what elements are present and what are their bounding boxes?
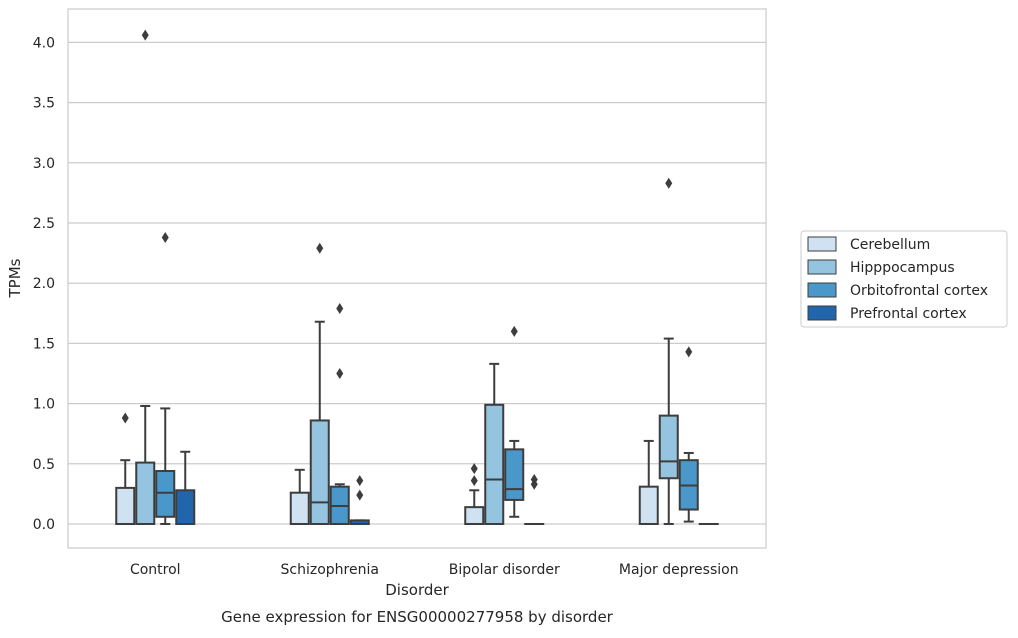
box-cerebellum	[116, 413, 134, 524]
y-tick-labels: 0.0 0.5 1.0 1.5 2.0 2.5 3.0 3.5 4.0	[33, 35, 55, 533]
legend-swatch-hipppocampus	[808, 260, 836, 274]
box-body	[465, 507, 483, 524]
box-prefrontal-cortex	[351, 475, 369, 524]
box-body	[660, 416, 678, 479]
y-tick-label: 1.0	[33, 397, 55, 413]
legend-label: Orbitofrontal cortex	[850, 283, 988, 299]
box-hipppocampus	[136, 30, 154, 524]
outlier-point	[336, 368, 343, 379]
box-cerebellum	[291, 470, 309, 524]
outlier-point	[665, 178, 672, 189]
box-body	[156, 471, 174, 517]
box-body	[116, 488, 134, 524]
box-cerebellum	[465, 463, 483, 524]
box-prefrontal-cortex	[525, 474, 543, 524]
chart-caption: Gene expression for ENSG00000277958 by d…	[221, 608, 614, 626]
x-tick-labels: Control Schizophrenia Bipolar disorder Majo…	[130, 562, 739, 578]
x-axis-label: Disorder	[385, 581, 449, 599]
y-tick-label: 3.0	[33, 156, 55, 172]
legend-label: Cerebellum	[850, 237, 930, 253]
box-body	[136, 463, 154, 524]
box-hipppocampus	[485, 364, 503, 524]
outlier-point	[336, 303, 343, 314]
box-body	[640, 487, 658, 524]
box-prefrontal-cortex	[176, 452, 194, 524]
outlier-point	[142, 30, 149, 41]
box-orbitofrontal-cortex	[156, 232, 174, 524]
legend-swatch-orbitofrontal-cortex	[808, 283, 836, 297]
legend-swatch-cerebellum	[808, 237, 836, 251]
x-tick-label: Control	[130, 562, 181, 578]
y-tick-label: 4.0	[33, 35, 55, 51]
box-orbitofrontal-cortex	[331, 303, 349, 524]
box-cerebellum	[640, 441, 658, 524]
box-body	[485, 405, 503, 524]
y-tick-label: 2.0	[33, 276, 55, 292]
legend-swatch-prefrontal-cortex	[808, 306, 836, 320]
outlier-point	[511, 326, 518, 337]
outlier-point	[356, 475, 363, 486]
outlier-point	[162, 232, 169, 243]
outlier-point	[471, 475, 478, 486]
outlier-point	[316, 243, 323, 254]
y-tick-label: 1.5	[33, 336, 55, 352]
box-layer	[116, 30, 718, 524]
outlier-point	[122, 413, 129, 424]
x-tick-label: Bipolar disorder	[449, 562, 560, 578]
y-tick-label: 3.5	[33, 96, 55, 112]
box-body	[311, 420, 329, 524]
box-orbitofrontal-cortex	[680, 346, 698, 521]
box-body	[505, 449, 523, 500]
outlier-point	[685, 346, 692, 357]
x-tick-label: Schizophrenia	[281, 562, 379, 578]
box-hipppocampus	[660, 178, 678, 524]
x-tick-label: Major depression	[619, 562, 739, 578]
y-tick-label: 0.5	[33, 457, 55, 473]
y-axis-label: TPMs	[6, 258, 24, 298]
outlier-point	[356, 490, 363, 501]
legend: Cerebellum Hipppocampus Orbitofrontal cort…	[801, 231, 1007, 327]
y-tick-label: 2.5	[33, 216, 55, 232]
legend-label: Prefrontal cortex	[850, 306, 967, 322]
legend-label: Hipppocampus	[850, 260, 955, 276]
box-body	[176, 490, 194, 524]
box-body	[291, 493, 309, 524]
box-hipppocampus	[311, 243, 329, 524]
box-orbitofrontal-cortex	[505, 326, 523, 517]
y-tick-label: 0.0	[33, 517, 55, 533]
outlier-point	[471, 463, 478, 474]
